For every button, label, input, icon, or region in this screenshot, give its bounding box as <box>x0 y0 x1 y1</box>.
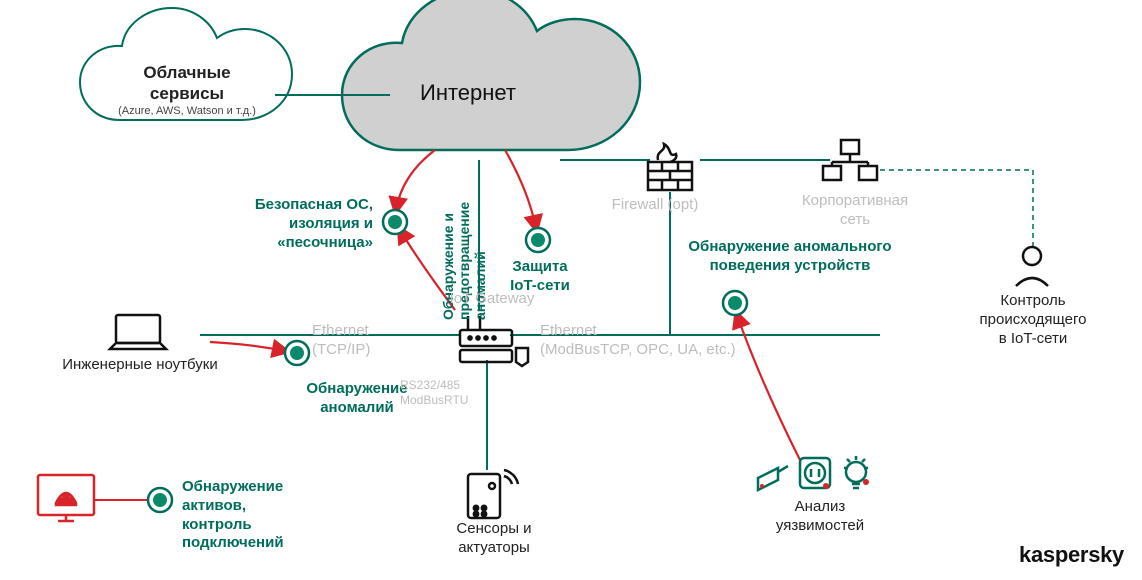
secure-os-label: Безопасная ОС,изоляция и«песочница» <box>208 196 373 252</box>
asset-detect-label: Обнаружениеактивов,контрольподключений <box>182 478 322 553</box>
internet-title: Интернет <box>420 80 516 106</box>
anomaly-behavior-label: Обнаружение аномальногоповедения устройс… <box>665 238 915 276</box>
firewall-label: Firewall (opt) <box>600 196 710 215</box>
ethernet-right-label: Ethernet(ModBusTCP, OPC, UA, etc.) <box>540 322 770 360</box>
iot-gateway-icon <box>460 316 528 366</box>
corp-net-label: Корпоративнаясеть <box>790 192 920 230</box>
cloud-internet <box>342 0 640 150</box>
control-label: Контрольпроисходящегов IoT-сети <box>968 292 1098 348</box>
laptop-icon <box>110 315 166 349</box>
brand-logo: kaspersky <box>1019 542 1124 568</box>
cloud-services-title: Облачныесервисы (Azure, AWS, Watson и т.… <box>112 62 262 118</box>
analysis-label: Анализуязвимостей <box>760 498 880 536</box>
analysis-icons <box>758 456 869 490</box>
ethernet-left-label: Ethernet(TCP/IP) <box>312 322 412 360</box>
rs485-label: RS232/485ModBusRTU <box>400 378 480 408</box>
iot-gateway-label: IoT Gateway <box>442 290 542 309</box>
attacker-icon <box>38 475 94 521</box>
laptops-label: Инженерные ноутбуки <box>55 356 225 375</box>
firewall-icon <box>648 144 692 190</box>
sensors-label: Сенсоры иактуаторы <box>444 520 544 558</box>
sensor-icon <box>468 470 518 518</box>
user-icon <box>1016 247 1048 286</box>
corp-network-icon <box>823 140 877 180</box>
